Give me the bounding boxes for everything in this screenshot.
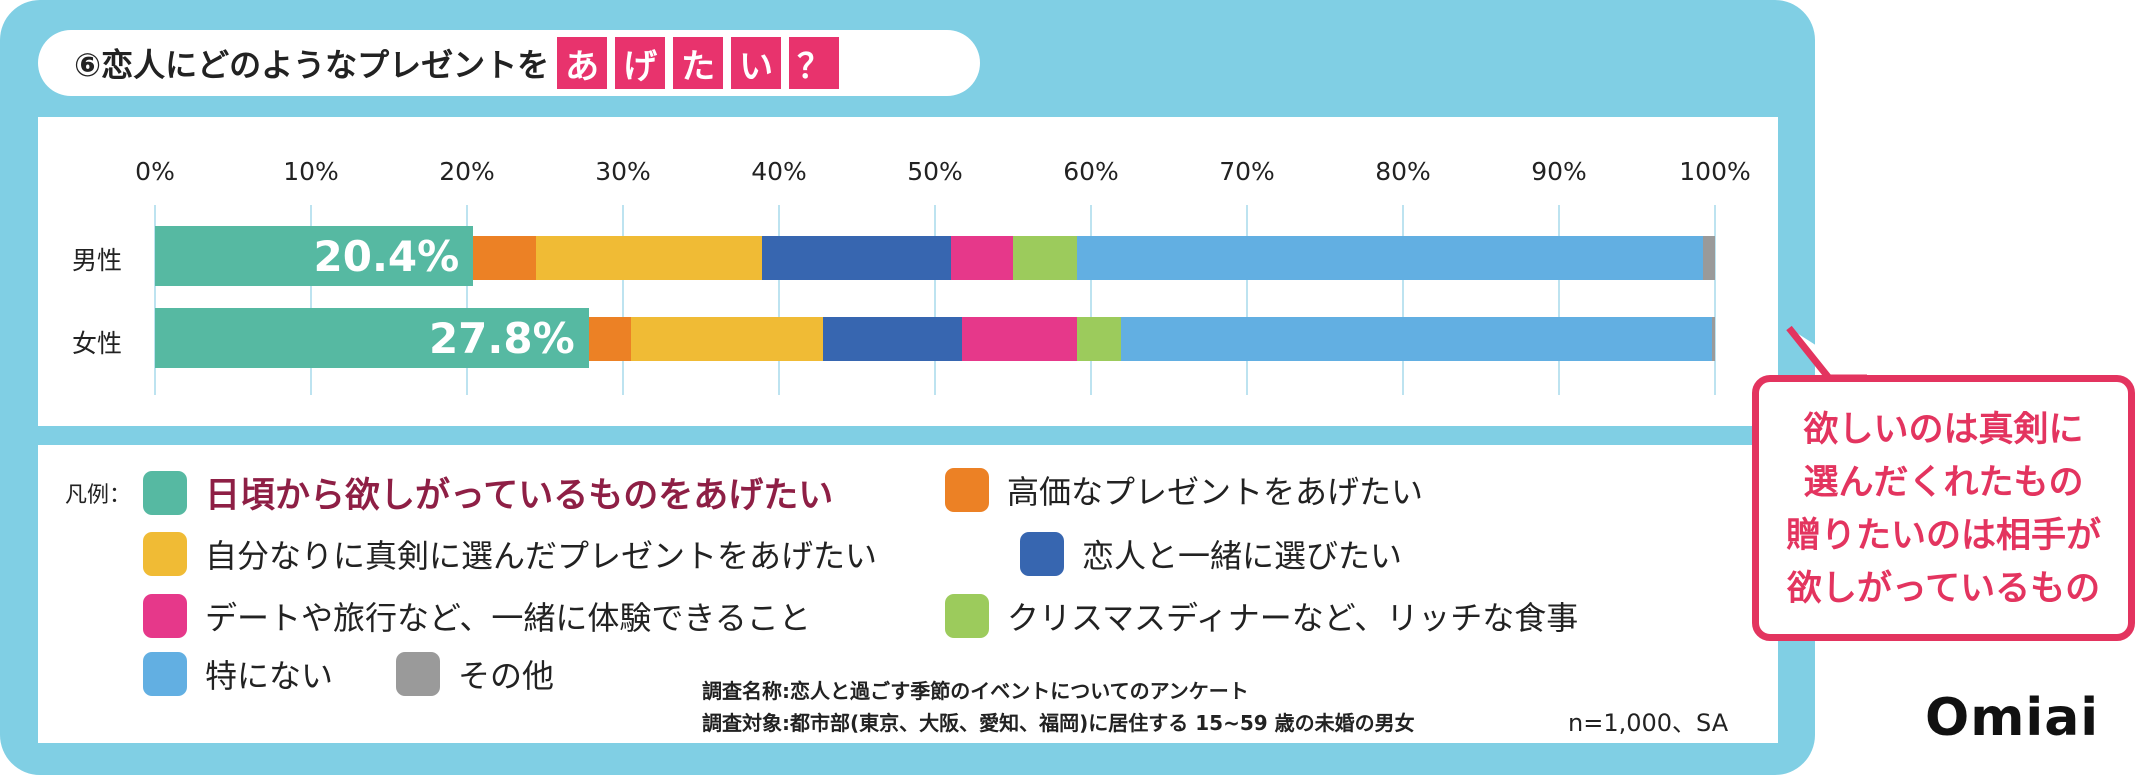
x-tick-label: 20% [439, 157, 495, 186]
legend-swatch [945, 468, 989, 512]
omiai-logo: Omiai [1925, 688, 2100, 748]
legend-text: 日頃から欲しがっているものをあげたい [205, 476, 834, 516]
gridline [934, 205, 936, 395]
gridline [310, 205, 312, 395]
title-highlight-char: げ [615, 37, 666, 89]
page-title: ⑥恋人にどのようなプレゼントを あ げ た い ？ [38, 30, 980, 96]
bar-segment [961, 317, 1077, 361]
x-tick-label: 30% [595, 157, 651, 186]
legend-panel: 凡例： 調査名称:恋人と過ごす季節のイベントについてのアンケート 調査対象:都市… [38, 445, 1778, 743]
callout-line: 欲しがっているもの [1786, 569, 2101, 609]
x-tick-label: 10% [283, 157, 339, 186]
sample-size: n=1,000、SA [1568, 709, 1729, 737]
bar-segment [1076, 236, 1703, 280]
survey-target: 調査対象:都市部(東京、大阪、愛知、福岡)に居住する 15~59 歳の未婚の男女 [702, 711, 1415, 735]
x-tick-label: 0% [135, 157, 175, 186]
legend-text: 自分なりに真剣に選んだプレゼントをあげたい [205, 537, 878, 575]
gridline [1246, 205, 1248, 395]
legend-text: その他 [458, 657, 555, 695]
legend-item: デートや旅行など、一緒に体験できること [143, 593, 811, 639]
gridline [1090, 205, 1092, 395]
x-tick-label: 90% [1531, 157, 1587, 186]
bar-segment [761, 236, 951, 280]
gridline [466, 205, 468, 395]
x-tick-label: 70% [1219, 157, 1275, 186]
legend-item: その他 [396, 651, 554, 697]
legend-swatch [143, 594, 187, 638]
legend-text: 恋人と一緒に選びたい [1082, 537, 1403, 575]
gridline [1558, 205, 1560, 395]
legend-swatch [1020, 532, 1064, 576]
stacked-bar-chart: 男性 女性 0% 10% 20% 30% 40% 50% 60% 70% 80% 90% 100% 2… [38, 117, 1778, 426]
callout-line: 贈りたいのは相手が [1785, 516, 2101, 556]
bar-segment [1076, 317, 1121, 361]
legend-text: 高価なプレゼントをあげたい [1007, 473, 1424, 511]
bar-segment [822, 317, 962, 361]
legend-item: 恋人と一緒に選びたい [1020, 531, 1402, 577]
legend-text: デートや旅行など、一緒に体験できること [205, 599, 811, 637]
gridline [1402, 205, 1404, 395]
gridline [778, 205, 780, 395]
legend-text: 特にない [205, 657, 334, 695]
bar-segment [950, 236, 1013, 280]
bar-segment [630, 317, 823, 361]
legend-item: 高価なプレゼントをあげたい [945, 467, 1423, 513]
legend-item: 特にない [143, 651, 333, 697]
x-tick-label: 80% [1375, 157, 1431, 186]
bar-segment [1013, 236, 1077, 280]
bar-segment [1120, 317, 1712, 361]
title-highlight-char: い [731, 37, 782, 89]
row-label-female: 女性 [72, 329, 123, 358]
survey-name: 調査名称:恋人と過ごす季節のイベントについてのアンケート [702, 679, 1249, 703]
callout-line: 欲しいのは真剣に [1803, 410, 2084, 450]
x-tick-label: 60% [1063, 157, 1119, 186]
legend-swatch [143, 470, 187, 515]
gridline [154, 205, 156, 395]
bar-segment [588, 317, 631, 361]
legend-item: 自分なりに真剣に選んだプレゼントをあげたい [143, 531, 877, 577]
title-highlight-char: た [673, 37, 724, 89]
legend-item: 日頃から欲しがっているものをあげたい [143, 467, 833, 518]
legend-item: クリスマスディナーなど、リッチな食事 [945, 593, 1578, 639]
bar-segment [535, 236, 762, 280]
legend-label: 凡例： [65, 483, 132, 508]
row-label-male: 男性 [72, 246, 123, 275]
x-tick-label: 40% [751, 157, 807, 186]
gridline [1714, 205, 1716, 395]
data-label: 27.8% [428, 314, 575, 363]
title-highlight-char: ？ [789, 37, 840, 89]
callout-line: 選んだくれたもの [1803, 463, 2084, 503]
x-tick-label: 50% [907, 157, 963, 186]
data-label: 20.4% [313, 232, 460, 281]
title-highlight-char: あ [557, 37, 608, 89]
bar-segment [1711, 317, 1715, 361]
title-prefix: ⑥恋人にどのようなプレゼントを [74, 46, 550, 84]
legend-swatch [143, 532, 187, 576]
callout-bubble: 欲しいのは真剣に 選んだくれたもの 贈りたいのは相手が 欲しがっているもの [1752, 325, 2135, 641]
callout-tail [1786, 325, 1867, 382]
bar-segment [155, 226, 474, 286]
legend-swatch [945, 594, 989, 638]
bar-segment [1702, 236, 1715, 280]
x-tick-label: 100% [1679, 157, 1751, 186]
legend-swatch [396, 652, 440, 696]
legend-swatch [143, 652, 187, 696]
bar-segment [473, 236, 536, 280]
gridline [622, 205, 624, 395]
bar-segment [155, 308, 589, 368]
legend-text: クリスマスディナーなど、リッチな食事 [1007, 599, 1579, 637]
